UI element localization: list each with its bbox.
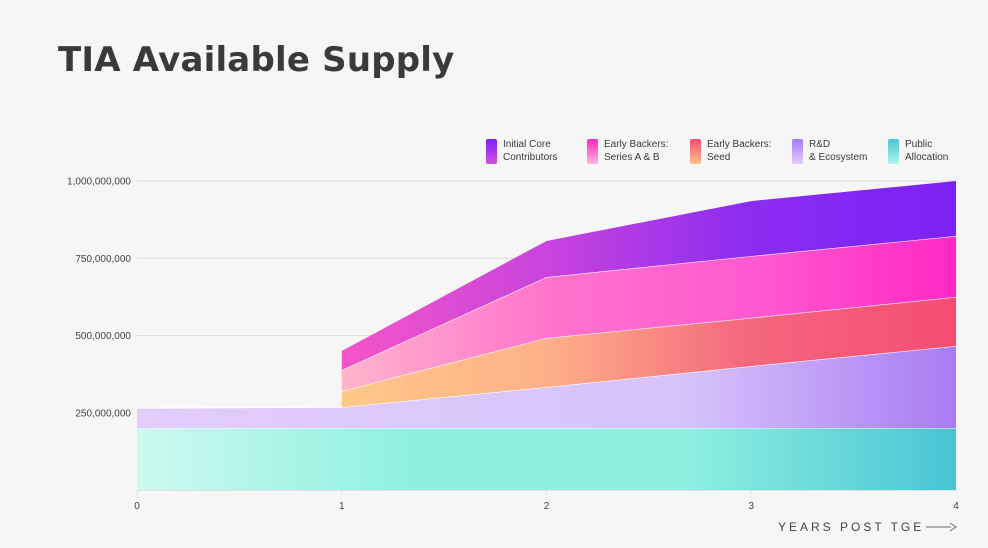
y-tick-label: 750,000,000 [75,254,131,265]
legend-swatch-series-ab [587,139,598,164]
legend-swatch-public [888,139,899,164]
legend-item-rd: R&D & Ecosystem [792,138,888,164]
x-tick-label: 4 [953,501,959,512]
y-tick-label: 250,000,000 [75,408,131,419]
legend-label-public: Public Allocation [905,139,949,163]
arrow-right-icon [926,522,957,532]
x-tick-label: 3 [748,501,754,512]
legend-swatch-rd [792,139,803,164]
legend-swatch-core [486,139,497,164]
area-initial-core-contributors [341,181,956,371]
y-tick-label: 500,000,000 [75,331,131,342]
area-early-backers-seed [341,296,956,408]
x-tick-label: 1 [339,501,345,512]
x-axis-label: YEARS POST TGE [778,520,925,534]
legend-label-rd: R&D & Ecosystem [809,139,868,163]
legend-swatch-seed [690,139,701,164]
legend: Initial Core Contributors Early Backers:… [486,138,960,164]
x-tick-label: 0 [134,501,140,512]
area-early-backers-series-a-b [341,236,956,392]
legend-item-public: Public Allocation [888,138,960,164]
legend-label-seed: Early Backers: Seed [707,139,772,163]
legend-item-core: Initial Core Contributors [486,138,587,164]
y-tick-label: 1,000,000,000 [67,177,131,188]
legend-label-series-ab: Early Backers: Series A & B [604,139,669,163]
area-public-allocation [137,428,956,490]
chart-title: TIA Available Supply [58,40,455,80]
legend-item-seed: Early Backers: Seed [690,138,792,164]
x-tick-label: 2 [544,501,550,512]
legend-item-series-ab: Early Backers: Series A & B [587,138,690,164]
legend-label-core: Initial Core Contributors [503,139,558,163]
